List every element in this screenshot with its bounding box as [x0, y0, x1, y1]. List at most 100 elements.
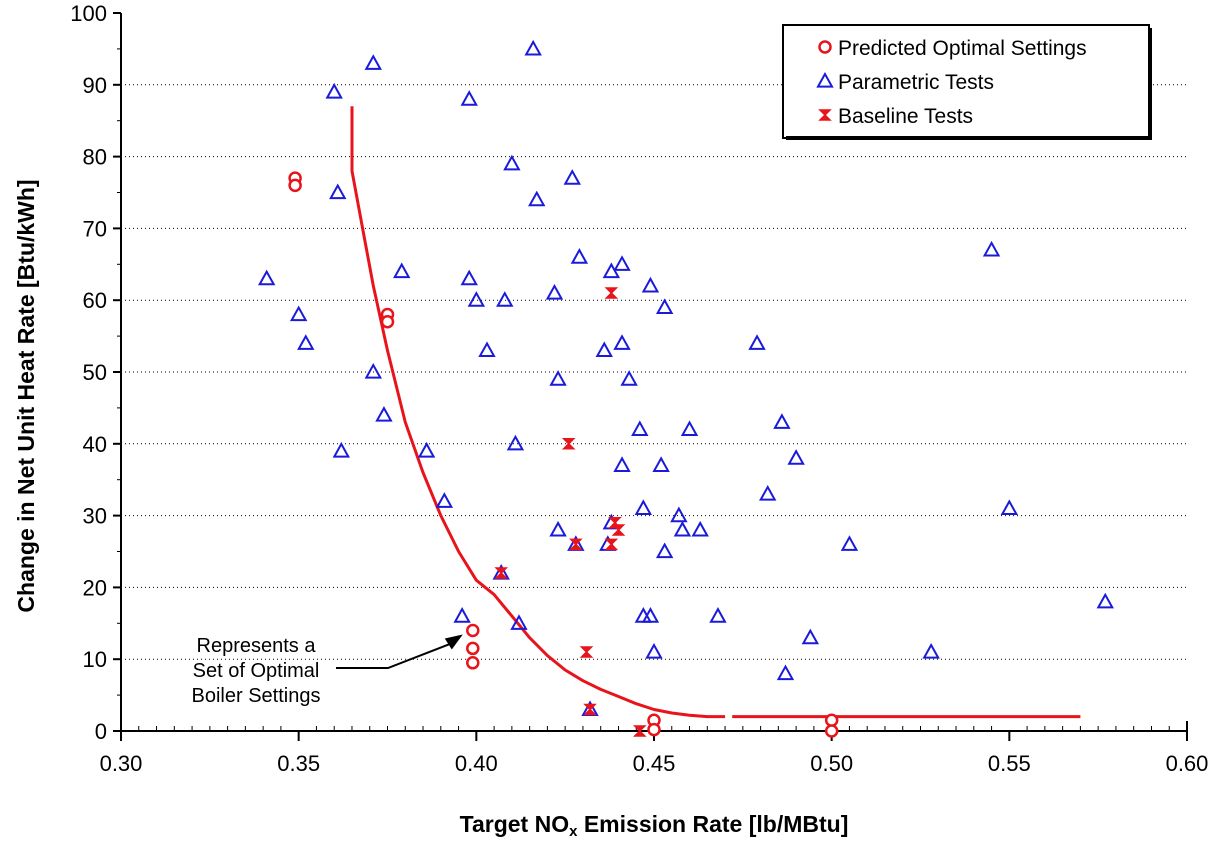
circle-marker: [288, 178, 302, 193]
triangle-marker: [801, 628, 820, 645]
hourglass-marker: [494, 567, 509, 579]
triangle-marker: [545, 283, 564, 300]
legend-shadow-bottom: [786, 136, 1152, 140]
triangle-marker: [645, 642, 663, 659]
series-circle-markers: [288, 171, 839, 738]
legend-label: Predicted Optimal Settings: [838, 37, 1087, 60]
triangle-marker: [289, 305, 308, 322]
triangle-marker: [613, 456, 631, 472]
triangle-marker: [1000, 499, 1019, 516]
triangle-marker: [655, 542, 674, 559]
triangle-marker: [680, 420, 699, 437]
triangle-marker: [773, 413, 791, 429]
hourglass-marker: [604, 287, 619, 299]
triangle-marker: [641, 276, 660, 293]
triangle-marker: [528, 190, 546, 207]
triangle-marker: [1096, 592, 1114, 609]
x-tick-label: 0.40: [455, 751, 498, 776]
circle-marker: [818, 40, 832, 54]
triangle-marker: [595, 341, 613, 358]
triangle-marker: [460, 269, 478, 286]
triangle-marker: [922, 642, 940, 659]
circle-marker: [380, 314, 395, 329]
triangle-marker: [549, 370, 567, 386]
triangle-marker: [563, 169, 581, 185]
triangle-marker: [453, 607, 471, 623]
triangle-marker: [776, 664, 795, 681]
triangle-marker: [393, 262, 411, 279]
triangle-marker: [613, 334, 631, 350]
triangle-marker: [364, 54, 382, 70]
triangle-marker: [503, 154, 521, 171]
y-tick-label: 100: [70, 1, 107, 26]
x-tick-label: 0.55: [988, 751, 1031, 776]
hourglass-marker: [569, 538, 583, 551]
y-tick-label: 0: [95, 719, 107, 744]
hourglass-marker: [818, 109, 832, 121]
series-hourglass-markers: [494, 287, 647, 737]
triangle-marker: [631, 420, 649, 437]
circle-marker: [824, 713, 839, 727]
triangle-marker: [787, 449, 805, 465]
legend-label: Parametric Tests: [838, 71, 994, 94]
x-axis-title-pre: Target NO: [460, 811, 569, 837]
triangle-marker: [641, 607, 660, 623]
triangle-marker: [549, 520, 567, 537]
triangle-marker: [325, 82, 343, 99]
annotation-line-3: Boiler Settings: [192, 685, 321, 707]
hourglass-marker: [583, 703, 597, 716]
hourglass-marker: [611, 524, 626, 536]
hourglass-marker: [632, 725, 647, 737]
circle-marker: [647, 722, 661, 737]
triangle-marker: [982, 240, 1001, 257]
y-tick-label: 80: [83, 145, 107, 170]
triangle-marker: [364, 362, 382, 379]
data-markers: [257, 39, 1114, 738]
triangle-marker: [257, 269, 276, 286]
triangle-marker: [840, 535, 859, 551]
y-axis-title: Change in Net Unit Heat Rate [Btu/kWh]: [13, 179, 39, 612]
triangle-marker: [709, 607, 727, 623]
circle-marker: [466, 656, 480, 670]
y-tick-label: 50: [83, 360, 107, 385]
y-tick-label: 10: [83, 647, 107, 672]
triangle-marker: [460, 90, 478, 106]
x-axis-title-sub: x: [569, 823, 578, 840]
annotation-arrowhead: [444, 634, 463, 650]
triangle-marker: [613, 255, 631, 271]
legend: Predicted Optimal Settings Parametric Tes…: [782, 24, 1152, 140]
legend-box: [782, 24, 1150, 139]
triangle-marker: [375, 406, 393, 422]
triangle-marker: [634, 499, 653, 516]
triangle-marker: [510, 614, 528, 630]
legend-label: Baseline Tests: [838, 105, 973, 128]
series-triangle-markers: [257, 39, 1114, 717]
triangle-marker: [816, 71, 834, 88]
triangle-marker: [524, 39, 542, 56]
y-tick-label: 40: [83, 432, 107, 457]
triangle-marker: [759, 485, 777, 501]
triangle-marker: [691, 520, 709, 537]
x-tick-label: 0.45: [633, 751, 676, 776]
circle-marker: [824, 724, 839, 738]
hourglass-marker: [561, 438, 576, 450]
x-tick-label: 0.50: [810, 751, 853, 776]
triangle-marker: [748, 334, 766, 350]
triangle-marker: [332, 441, 351, 458]
legend-shadow-right: [1149, 28, 1152, 140]
triangle-marker: [670, 506, 688, 523]
y-tick-label: 30: [83, 504, 107, 529]
triangle-marker: [506, 434, 525, 451]
triangle-marker: [620, 370, 638, 386]
axes: 0 10 20 30 40 50 60 70 80 90 100 0.30 0.35 0.40 0.45 0.…: [70, 1, 1208, 776]
triangle-marker: [329, 183, 347, 200]
annotation-line-1: Represents a: [197, 635, 317, 657]
y-tick-label: 70: [83, 216, 107, 241]
annotation: Represents a Set of Optimal Boiler Setti…: [192, 634, 463, 707]
x-tick-label: 0.60: [1166, 751, 1209, 776]
triangle-marker: [435, 492, 454, 508]
triangle-marker: [655, 298, 674, 314]
triangle-marker: [297, 334, 315, 350]
